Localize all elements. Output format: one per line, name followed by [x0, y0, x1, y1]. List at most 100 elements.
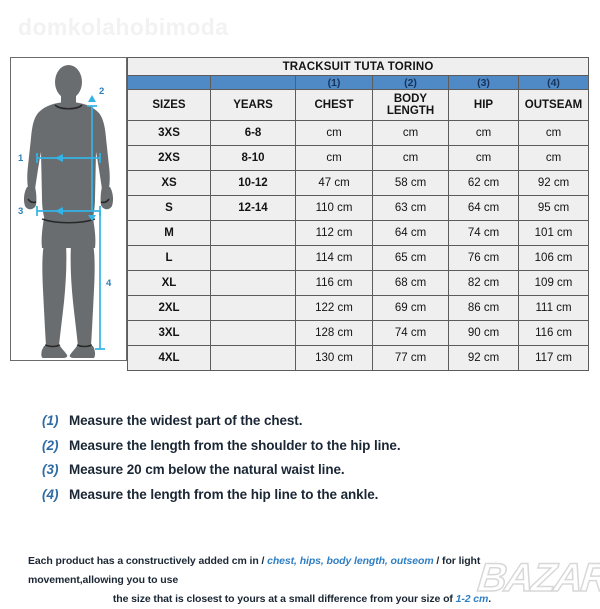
cell-chest: 128 cm: [295, 320, 373, 346]
cell-outseam: cm: [517, 145, 590, 171]
table-row: S 12-14 110 cm 63 cm 64 cm 95 cm: [127, 195, 590, 221]
cell-size: 2XL: [127, 295, 211, 321]
cell-size: S: [127, 195, 211, 221]
table-row: 3XS 6-8 cm cm cm cm: [127, 120, 590, 146]
figure-marker-4: 4: [106, 278, 112, 289]
cell-outseam: 117 cm: [517, 345, 590, 371]
cell-body-length: 68 cm: [372, 270, 449, 296]
table-header-row: SIZES YEARS CHEST BODY LENGTH HIP OUTSEA…: [127, 89, 590, 121]
cell-body-length: 65 cm: [372, 245, 449, 271]
footer-text-1: Each product has a constructively added …: [28, 555, 265, 567]
cell-hip: 82 cm: [448, 270, 519, 296]
cell-years: [210, 220, 296, 246]
table-row: XS 10-12 47 cm 58 cm 62 cm 92 cm: [127, 170, 590, 196]
cell-body-length: 58 cm: [372, 170, 449, 196]
ref-cell-years: [210, 75, 296, 90]
body-length-line1: BODY: [393, 93, 428, 105]
body-silhouette-icon: 1 2 3 4: [18, 65, 114, 358]
cell-size: 3XL: [127, 320, 211, 346]
figure-marker-2: 2: [99, 86, 104, 97]
cell-body-length: 77 cm: [372, 345, 449, 371]
body-figure-panel: 1 2 3 4: [10, 57, 127, 361]
figure-marker-3: 3: [18, 206, 23, 217]
legend-text: Measure the widest part of the chest.: [69, 413, 303, 428]
cell-outseam: 101 cm: [517, 220, 590, 246]
cell-size: M: [127, 220, 211, 246]
footer-note: Each product has a constructively added …: [28, 552, 576, 609]
figure-marker-1: 1: [18, 153, 24, 164]
table-row: 3XL 128 cm 74 cm 90 cm 116 cm: [127, 320, 590, 346]
legend-text: Measure the length from the shoulder to …: [69, 437, 401, 453]
cell-hip: 90 cm: [448, 320, 519, 346]
ref-cell-sizes: [127, 75, 211, 90]
legend-text: Measure the length from the hip line to …: [69, 486, 379, 502]
footer-text-3: the size that is closest to yours at a s…: [112, 593, 453, 605]
table-title-row: TRACKSUIT TUTA TORINO: [126, 57, 590, 76]
table-reference-row: (1) (2) (3) (4): [127, 75, 590, 90]
cell-body-length: 69 cm: [372, 295, 449, 321]
cell-hip: cm: [448, 120, 519, 146]
cell-hip: cm: [448, 145, 519, 171]
legend-text: Measure 20 cm below the natural waist li…: [69, 462, 345, 477]
cell-outseam: 95 cm: [517, 195, 590, 221]
legend-number: (4): [42, 486, 59, 502]
cell-hip: 74 cm: [448, 220, 519, 246]
table-row: L 114 cm 65 cm 76 cm 106 cm: [127, 245, 590, 271]
legend-number: (3): [42, 462, 59, 477]
cell-years: 8-10: [210, 145, 296, 171]
table-row: M 112 cm 64 cm 74 cm 101 cm: [127, 220, 590, 246]
table-row: 4XL 130 cm 77 cm 92 cm 117 cm: [127, 345, 590, 371]
cell-chest: 112 cm: [295, 220, 373, 246]
legend-item: (2) Measure the length from the shoulder…: [42, 438, 492, 453]
cell-hip: 62 cm: [448, 170, 519, 196]
ref-cell-outseam: (4): [517, 75, 590, 90]
cell-chest: cm: [295, 120, 373, 146]
cell-chest: cm: [295, 145, 373, 171]
ref-cell-chest: (1): [295, 75, 373, 90]
cell-outseam: 111 cm: [517, 295, 590, 321]
cell-outseam: 116 cm: [517, 320, 590, 346]
cell-hip: 64 cm: [448, 195, 519, 221]
column-header-body-length: BODY LENGTH: [372, 89, 449, 121]
table-title: TRACKSUIT TUTA TORINO: [126, 57, 590, 76]
size-chart-table: TRACKSUIT TUTA TORINO (1) (2) (3) (4) SI…: [126, 57, 590, 371]
cell-body-length: 74 cm: [372, 320, 449, 346]
cell-chest: 110 cm: [295, 195, 373, 221]
legend-item: (4) Measure the length from the hip line…: [42, 487, 492, 502]
measurement-legend: (1) Measure the widest part of the chest…: [42, 413, 492, 511]
table-row: 2XL 122 cm 69 cm 86 cm 111 cm: [127, 295, 590, 321]
column-header-hip: HIP: [448, 89, 519, 121]
cell-size: 4XL: [127, 345, 211, 371]
cell-hip: 76 cm: [448, 245, 519, 271]
footer-text-2: / for light movement,allowing you to use: [28, 555, 481, 586]
cell-body-length: 63 cm: [372, 195, 449, 221]
cell-outseam: 106 cm: [517, 245, 590, 271]
cell-outseam: cm: [517, 120, 590, 146]
cell-size: XL: [127, 270, 211, 296]
cell-size: L: [127, 245, 211, 271]
column-header-sizes: SIZES: [127, 89, 211, 121]
cell-body-length: cm: [372, 145, 449, 171]
legend-number: (2): [42, 437, 59, 453]
body-length-line2: LENGTH: [386, 105, 435, 117]
footer-text-4: .: [488, 593, 492, 605]
legend-item: (3) Measure 20 cm below the natural wais…: [42, 462, 492, 477]
cell-years: [210, 345, 296, 371]
cell-years: [210, 245, 296, 271]
cell-body-length: cm: [372, 120, 449, 146]
cell-body-length: 64 cm: [372, 220, 449, 246]
table-row: 2XS 8-10 cm cm cm cm: [127, 145, 590, 171]
cell-hip: 86 cm: [448, 295, 519, 321]
cell-hip: 92 cm: [448, 345, 519, 371]
cell-years: [210, 295, 296, 321]
cell-outseam: 92 cm: [517, 170, 590, 196]
cell-size: XS: [127, 170, 211, 196]
legend-number: (1): [42, 413, 59, 428]
column-header-years: YEARS: [210, 89, 296, 121]
cell-size: 2XS: [127, 145, 211, 171]
cell-years: 12-14: [210, 195, 296, 221]
column-header-outseam: OUTSEAM: [517, 89, 590, 121]
cell-years: 10-12: [210, 170, 296, 196]
footer-line-1: Each product has a constructively added …: [28, 552, 576, 590]
footer-highlight-2: 1-2 cm: [455, 593, 489, 605]
